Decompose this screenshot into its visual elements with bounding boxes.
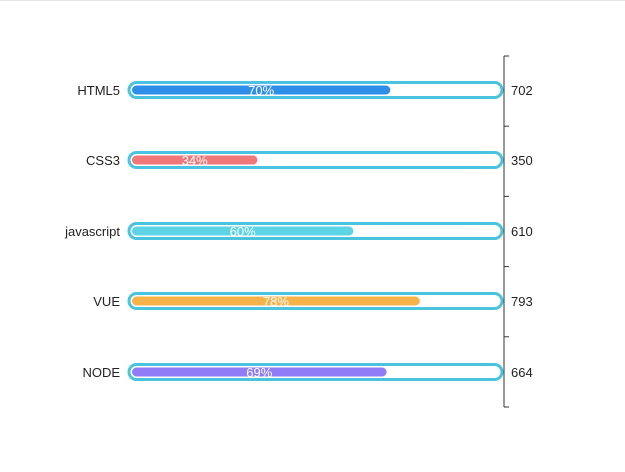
rows-layer: HTML5 70% 702 CSS3 34% 350 javascript 60% 610 VUE… bbox=[64, 81, 533, 381]
right-axis bbox=[503, 55, 509, 408]
bar-row: VUE 78% 793 bbox=[93, 292, 533, 310]
category-label: javascript bbox=[64, 224, 120, 239]
bar-row: CSS3 34% 350 bbox=[86, 151, 533, 169]
bar-row: javascript 60% 610 bbox=[64, 222, 533, 240]
value-label: 793 bbox=[511, 294, 533, 309]
bar-fill bbox=[132, 226, 354, 236]
bar-row: HTML5 70% 702 bbox=[77, 81, 533, 99]
category-label: VUE bbox=[93, 294, 120, 309]
bar-percent-label: 34% bbox=[182, 153, 208, 168]
category-label: NODE bbox=[82, 365, 120, 380]
bar-row: NODE 69% 664 bbox=[82, 363, 533, 381]
bar-fill bbox=[132, 296, 420, 306]
bar-percent-label: 69% bbox=[246, 365, 272, 380]
value-label: 702 bbox=[511, 83, 533, 98]
bar-fill bbox=[132, 85, 391, 95]
bar-fill bbox=[132, 155, 258, 165]
top-divider bbox=[0, 0, 625, 1]
value-label: 350 bbox=[511, 153, 533, 168]
bar-percent-label: 78% bbox=[263, 294, 289, 309]
bar-percent-label: 70% bbox=[248, 83, 274, 98]
bar-fill bbox=[132, 367, 387, 377]
bar-percent-label: 60% bbox=[230, 224, 256, 239]
value-label: 610 bbox=[511, 224, 533, 239]
category-label: HTML5 bbox=[77, 83, 120, 98]
value-label: 664 bbox=[511, 365, 533, 380]
category-label: CSS3 bbox=[86, 153, 120, 168]
